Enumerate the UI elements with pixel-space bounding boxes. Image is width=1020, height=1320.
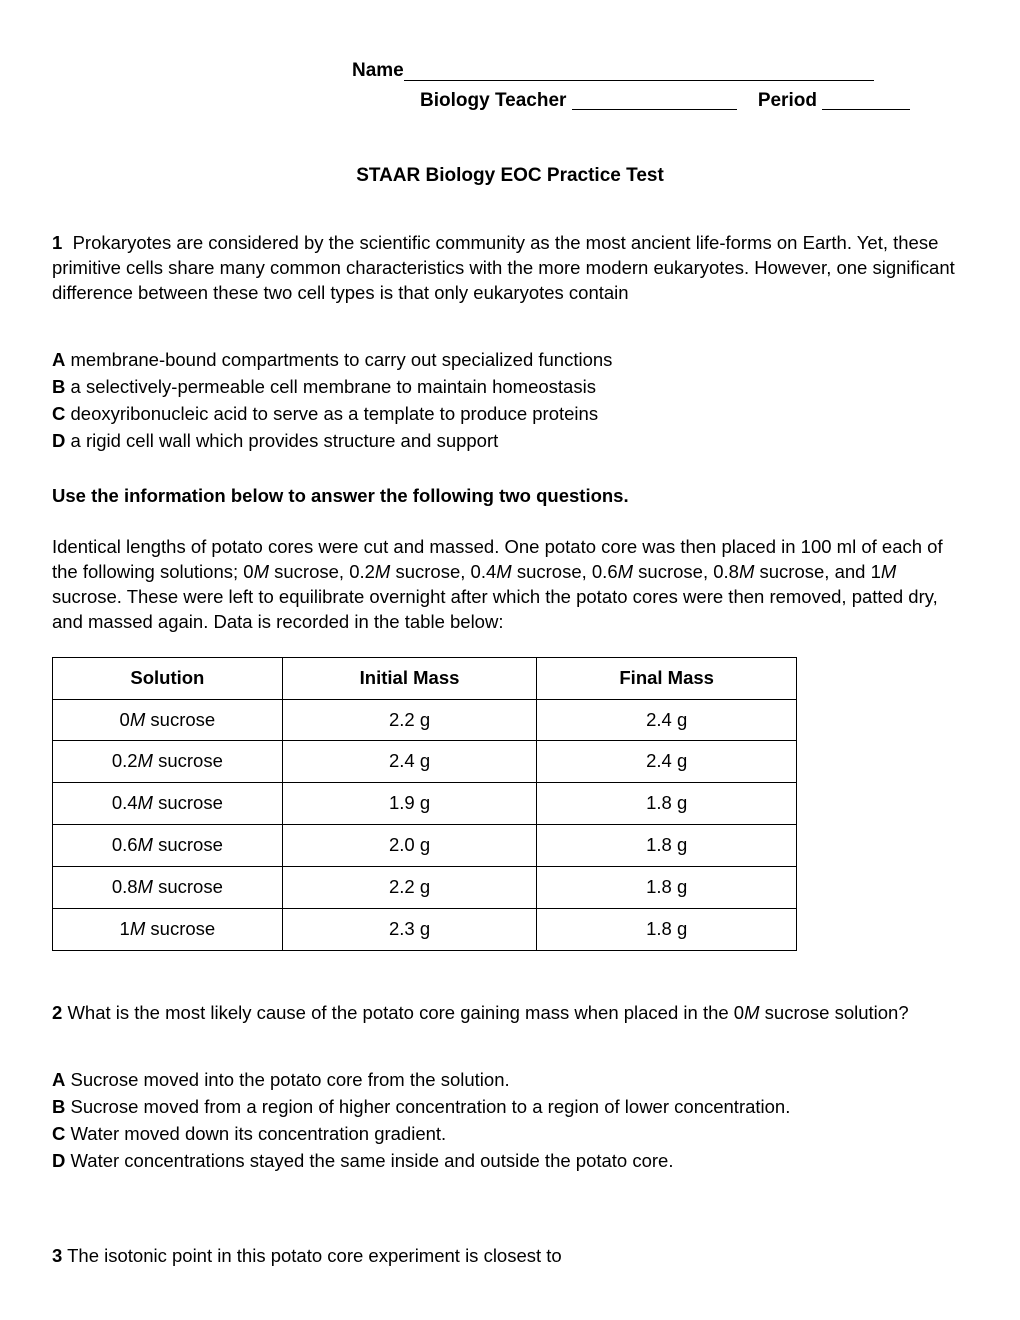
option-letter: A xyxy=(52,1069,65,1090)
cell-initial: 2.0 g xyxy=(282,825,537,867)
passage-part: sucrose, and 1 xyxy=(754,561,881,582)
option-letter: D xyxy=(52,430,65,451)
q2-number: 2 xyxy=(52,1002,62,1023)
passage-part: sucrose, 0.2 xyxy=(269,561,375,582)
molarity-symbol: M xyxy=(744,1002,759,1023)
option-text: membrane-bound compartments to carry out… xyxy=(71,349,613,370)
molarity-symbol: M xyxy=(375,561,390,582)
cell-solution: 0.6M sucrose xyxy=(53,825,283,867)
option-letter: B xyxy=(52,376,65,397)
q3-text: The isotonic point in this potato core e… xyxy=(67,1245,562,1266)
table-row: 1M sucrose2.3 g1.8 g xyxy=(53,909,797,951)
cell-final: 1.8 g xyxy=(537,867,797,909)
option-text: Sucrose moved into the potato core from … xyxy=(71,1069,510,1090)
table-row: 0.8M sucrose2.2 g1.8 g xyxy=(53,867,797,909)
q1-number: 1 xyxy=(52,232,62,253)
teacher-label: Biology Teacher xyxy=(420,90,566,111)
q2-option-c: C Water moved down its concentration gra… xyxy=(52,1122,968,1147)
col-header-initial: Initial Mass xyxy=(282,657,537,699)
option-text: Sucrose moved from a region of higher co… xyxy=(71,1096,791,1117)
cell-solution: 0.4M sucrose xyxy=(53,783,283,825)
passage-part: sucrose, 0.6 xyxy=(512,561,618,582)
period-label: Period xyxy=(758,90,817,111)
option-text: Water moved down its concentration gradi… xyxy=(71,1123,447,1144)
cell-solution: 0.2M sucrose xyxy=(53,741,283,783)
table-row: 0.6M sucrose2.0 g1.8 g xyxy=(53,825,797,867)
molarity-symbol: M xyxy=(254,561,269,582)
option-letter: A xyxy=(52,349,65,370)
molarity-symbol: M xyxy=(881,561,896,582)
passage-part: sucrose. These were left to equilibrate … xyxy=(52,586,938,632)
table-row: 0.2M sucrose2.4 g2.4 g xyxy=(53,741,797,783)
name-blank xyxy=(404,80,874,81)
q1-option-b: B a selectively-permeable cell membrane … xyxy=(52,375,968,400)
cell-final: 2.4 g xyxy=(537,699,797,741)
name-line: Name xyxy=(352,58,968,84)
option-text: a selectively-permeable cell membrane to… xyxy=(71,376,596,397)
col-header-solution: Solution xyxy=(53,657,283,699)
question-2-stem: 2 What is the most likely cause of the p… xyxy=(52,1001,968,1026)
q2-options: A Sucrose moved into the potato core fro… xyxy=(52,1068,968,1174)
table-row: 0.4M sucrose1.9 g1.8 g xyxy=(53,783,797,825)
molarity-symbol: M xyxy=(618,561,633,582)
q2-text-b: sucrose solution? xyxy=(760,1002,909,1023)
cell-initial: 2.3 g xyxy=(282,909,537,951)
q2-option-a: A Sucrose moved into the potato core fro… xyxy=(52,1068,968,1093)
q2-option-d: D Water concentrations stayed the same i… xyxy=(52,1149,968,1174)
q1-text: Prokaryotes are considered by the scient… xyxy=(52,232,955,303)
molarity-symbol: M xyxy=(739,561,754,582)
molarity-symbol: M xyxy=(496,561,511,582)
question-2-block: 2 What is the most likely cause of the p… xyxy=(52,1001,968,1174)
cell-final: 1.8 g xyxy=(537,783,797,825)
col-header-final: Final Mass xyxy=(537,657,797,699)
header-block: Name Biology Teacher Period xyxy=(52,58,968,113)
name-label: Name xyxy=(352,60,404,81)
cell-final: 2.4 g xyxy=(537,741,797,783)
option-letter: C xyxy=(52,403,65,424)
cell-initial: 1.9 g xyxy=(282,783,537,825)
period-blank xyxy=(822,109,910,110)
q1-option-a: A membrane-bound compartments to carry o… xyxy=(52,348,968,373)
cell-initial: 2.4 g xyxy=(282,741,537,783)
option-text: a rigid cell wall which provides structu… xyxy=(71,430,499,451)
q1-option-c: C deoxyribonucleic acid to serve as a te… xyxy=(52,402,968,427)
q2-option-b: B Sucrose moved from a region of higher … xyxy=(52,1095,968,1120)
q2-text-a: What is the most likely cause of the pot… xyxy=(67,1002,744,1023)
option-letter: B xyxy=(52,1096,65,1117)
cell-solution: 0.8M sucrose xyxy=(53,867,283,909)
table-header-row: Solution Initial Mass Final Mass xyxy=(53,657,797,699)
passage-part: sucrose, 0.4 xyxy=(390,561,496,582)
cell-solution: 1M sucrose xyxy=(53,909,283,951)
q1-options: A membrane-bound compartments to carry o… xyxy=(52,348,968,454)
q3-number: 3 xyxy=(52,1245,62,1266)
option-text: Water concentrations stayed the same ins… xyxy=(71,1150,674,1171)
question-1-stem: 1 Prokaryotes are considered by the scie… xyxy=(52,231,968,306)
cell-solution: 0M sucrose xyxy=(53,699,283,741)
table-row: 0M sucrose2.2 g2.4 g xyxy=(53,699,797,741)
passage-text: Identical lengths of potato cores were c… xyxy=(52,535,968,635)
teacher-period-line: Biology Teacher Period xyxy=(352,88,968,114)
teacher-blank xyxy=(572,109,737,110)
option-letter: C xyxy=(52,1123,65,1144)
q1-option-d: D a rigid cell wall which provides struc… xyxy=(52,429,968,454)
cell-initial: 2.2 g xyxy=(282,867,537,909)
cell-final: 1.8 g xyxy=(537,825,797,867)
instruction-text: Use the information below to answer the … xyxy=(52,484,968,509)
cell-final: 1.8 g xyxy=(537,909,797,951)
cell-initial: 2.2 g xyxy=(282,699,537,741)
data-table: Solution Initial Mass Final Mass 0M sucr… xyxy=(52,657,797,952)
passage-part: sucrose, 0.8 xyxy=(633,561,739,582)
page-title: STAAR Biology EOC Practice Test xyxy=(52,163,968,189)
question-3-block: 3 The isotonic point in this potato core… xyxy=(52,1244,968,1269)
option-text: deoxyribonucleic acid to serve as a temp… xyxy=(71,403,599,424)
option-letter: D xyxy=(52,1150,65,1171)
